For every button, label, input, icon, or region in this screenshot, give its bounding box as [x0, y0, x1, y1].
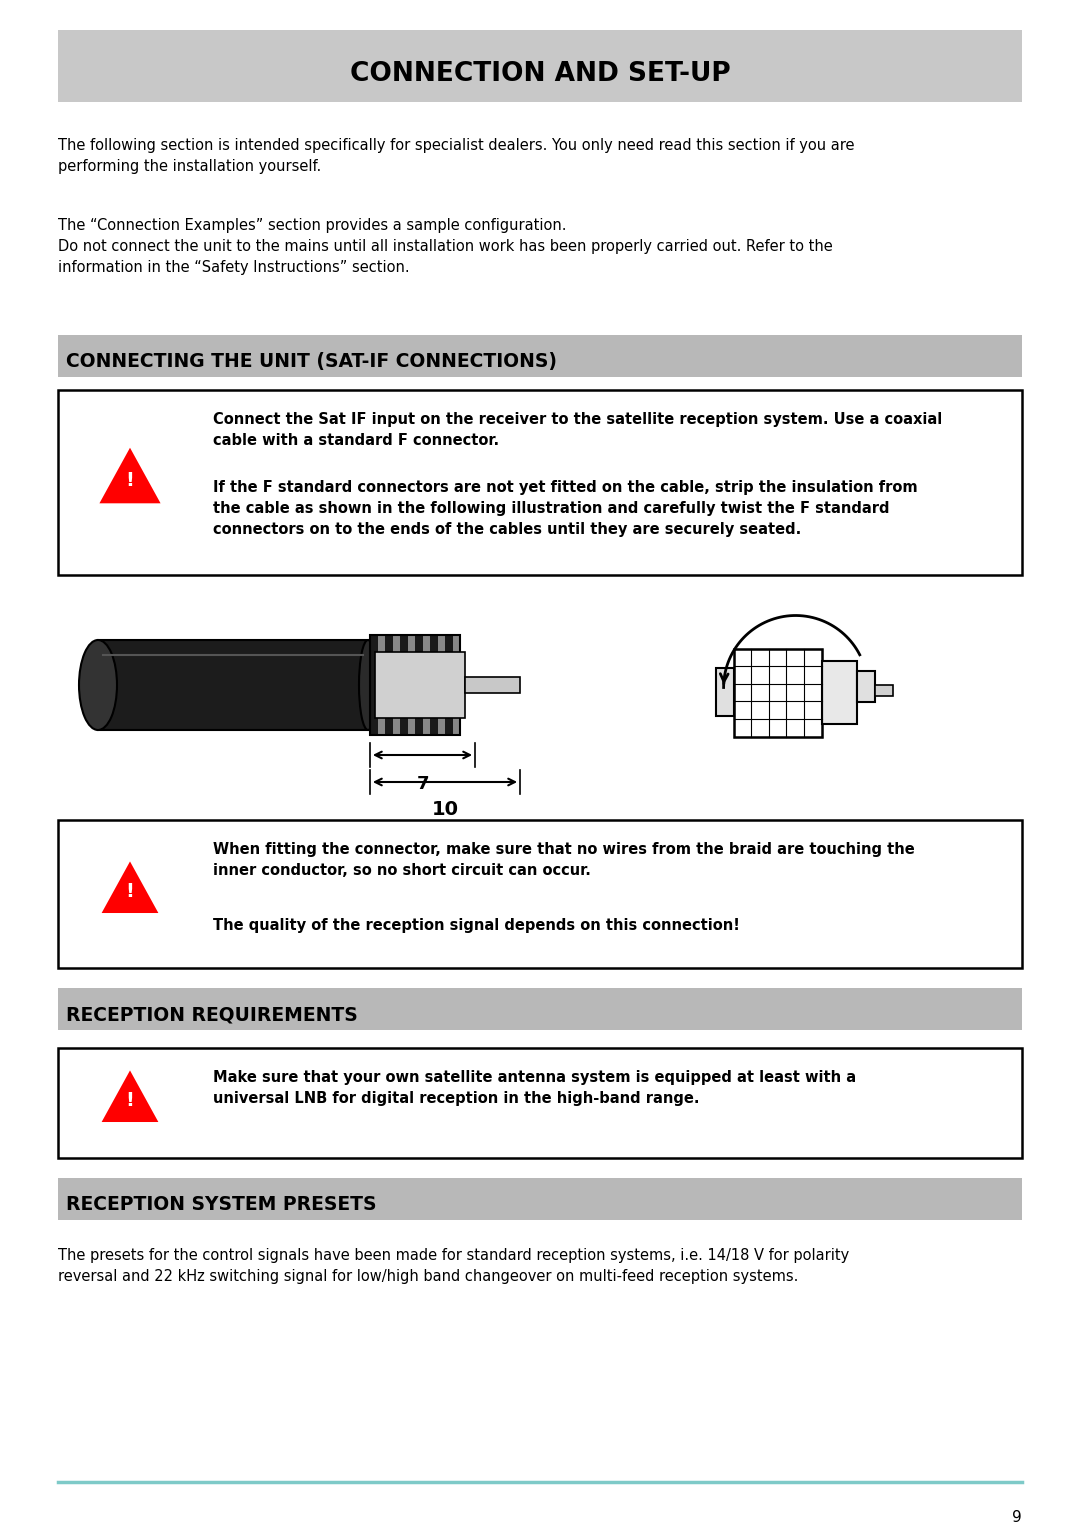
Bar: [384, 636, 392, 735]
Text: !: !: [125, 882, 134, 901]
Bar: [415, 636, 422, 735]
Bar: [716, 668, 733, 716]
Text: The quality of the reception signal depends on this connection!: The quality of the reception signal depe…: [213, 917, 740, 933]
Bar: [58, 30, 1022, 102]
Text: !: !: [125, 1091, 134, 1111]
Bar: [58, 988, 1022, 1030]
Text: 9: 9: [1012, 1510, 1022, 1524]
Bar: [422, 636, 430, 735]
Bar: [445, 636, 453, 735]
Text: Make sure that your own satellite antenna system is equipped at least with a
uni: Make sure that your own satellite antenn…: [213, 1070, 856, 1106]
Text: When fitting the connector, make sure that no wires from the braid are touching : When fitting the connector, make sure th…: [213, 841, 915, 878]
Bar: [407, 636, 415, 735]
Text: If the F standard connectors are not yet fitted on the cable, strip the insulati: If the F standard connectors are not yet…: [213, 480, 918, 536]
Text: CONNECTION AND SET-UP: CONNECTION AND SET-UP: [350, 61, 730, 87]
Bar: [875, 684, 892, 696]
Bar: [98, 640, 368, 730]
Text: RECEPTION REQUIREMENTS: RECEPTION REQUIREMENTS: [66, 1006, 357, 1024]
Text: 10: 10: [432, 800, 459, 818]
Text: !: !: [125, 471, 134, 491]
Text: The following section is intended specifically for specialist dealers. You only : The following section is intended specif…: [58, 139, 854, 174]
Text: 7: 7: [416, 776, 429, 792]
Bar: [58, 1178, 1022, 1221]
Bar: [465, 677, 519, 693]
Polygon shape: [96, 443, 164, 506]
Bar: [58, 820, 1022, 968]
Polygon shape: [98, 856, 162, 914]
Polygon shape: [98, 1067, 162, 1125]
Bar: [370, 636, 378, 735]
Text: CONNECTING THE UNIT (SAT-IF CONNECTIONS): CONNECTING THE UNIT (SAT-IF CONNECTIONS): [66, 352, 557, 372]
Bar: [733, 649, 822, 736]
Ellipse shape: [79, 640, 117, 730]
Bar: [392, 636, 400, 735]
Bar: [430, 636, 437, 735]
Bar: [822, 661, 856, 724]
Bar: [453, 636, 460, 735]
Text: Connect the Sat IF input on the receiver to the satellite reception system. Use : Connect the Sat IF input on the receiver…: [213, 411, 942, 448]
Bar: [375, 652, 465, 718]
Text: The presets for the control signals have been made for standard reception system: The presets for the control signals have…: [58, 1248, 849, 1285]
Ellipse shape: [359, 640, 377, 730]
Bar: [58, 335, 1022, 376]
Bar: [370, 636, 460, 735]
Bar: [58, 1049, 1022, 1158]
Text: RECEPTION SYSTEM PRESETS: RECEPTION SYSTEM PRESETS: [66, 1195, 377, 1215]
Bar: [378, 636, 384, 735]
Bar: [58, 390, 1022, 575]
Bar: [400, 636, 407, 735]
Bar: [437, 636, 445, 735]
Text: The “Connection Examples” section provides a sample configuration.
Do not connec: The “Connection Examples” section provid…: [58, 218, 833, 274]
Bar: [856, 671, 875, 703]
